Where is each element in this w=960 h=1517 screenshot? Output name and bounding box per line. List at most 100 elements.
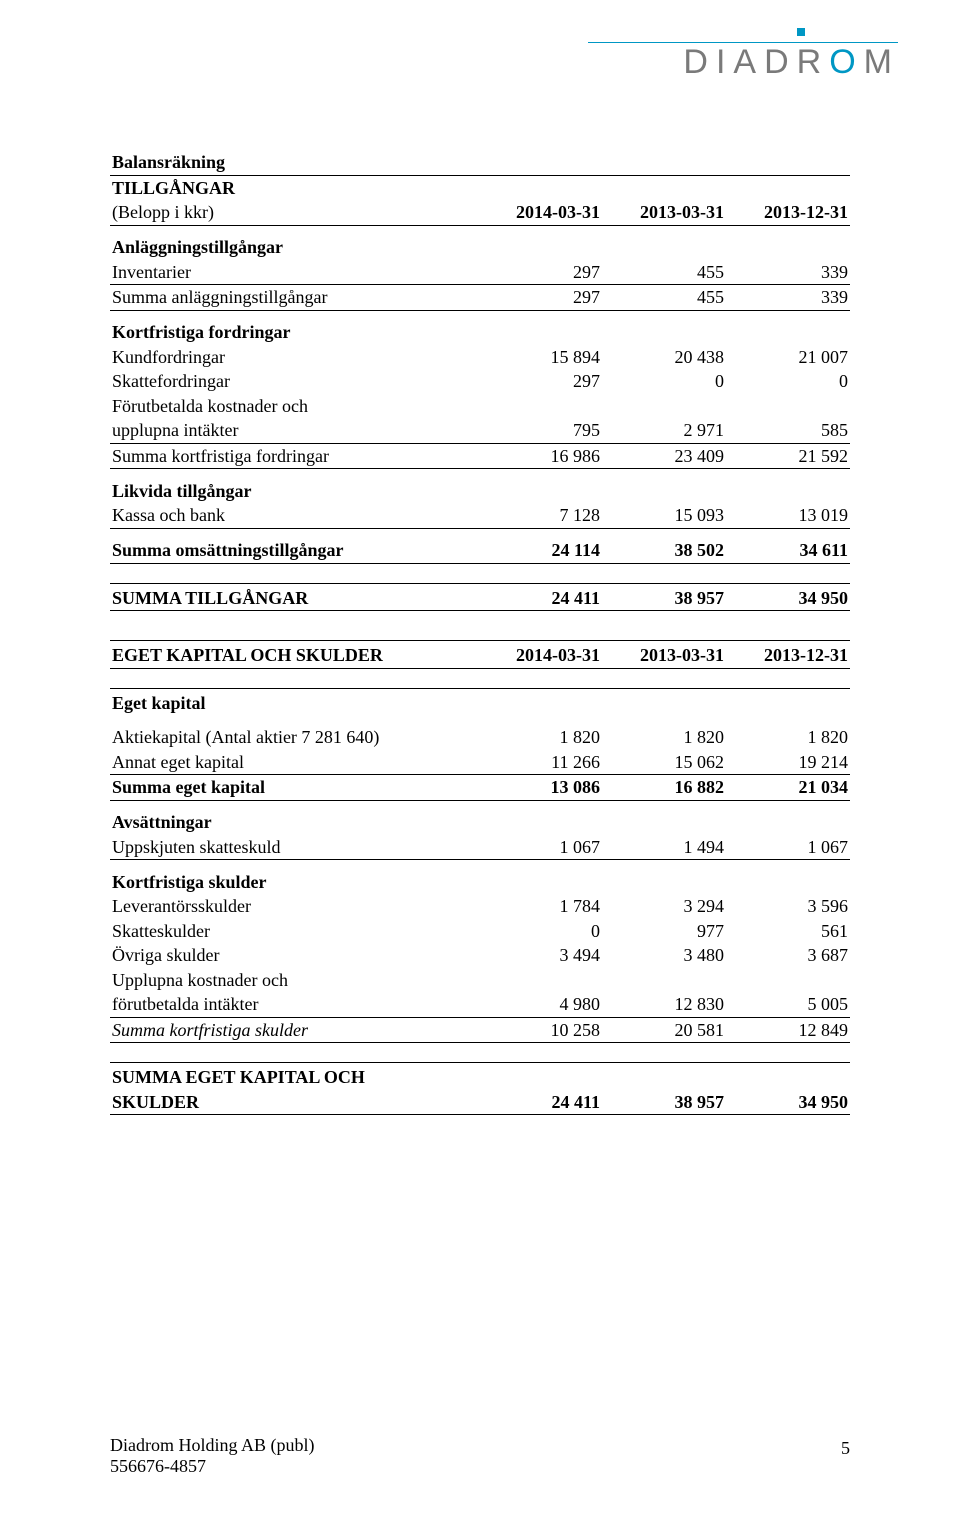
col-2: 2013-03-31 xyxy=(602,643,726,668)
unit-label: (Belopp i kkr) xyxy=(110,200,478,225)
cell: 34 611 xyxy=(726,538,850,563)
cell: 297 xyxy=(478,369,602,394)
cell: 20 438 xyxy=(602,345,726,370)
table-row: Kundfordringar 15 894 20 438 21 007 xyxy=(110,345,850,370)
cell: 23 409 xyxy=(602,443,726,469)
cell: 24 411 xyxy=(478,1090,602,1115)
cell: 34 950 xyxy=(726,1090,850,1115)
cell: 1 820 xyxy=(478,725,602,750)
cell: 5 005 xyxy=(726,992,850,1017)
cell: 0 xyxy=(478,919,602,944)
cell: 297 xyxy=(478,285,602,311)
cell: 12 830 xyxy=(602,992,726,1017)
equity-header: Eget kapital xyxy=(110,691,478,716)
sum-eq-liab-2: SKULDER xyxy=(110,1090,478,1115)
page: DIADROM Balansräkning TILLGÅNGAR (Belopp… xyxy=(0,0,960,1517)
cell: 585 xyxy=(726,418,850,443)
logo-wordmark: DIADROM xyxy=(590,43,900,82)
row-label: Skatteskulder xyxy=(110,919,478,944)
row-label: Summa kortfristiga skulder xyxy=(110,1017,478,1043)
row-label: Annat eget kapital xyxy=(110,750,478,775)
cell: 455 xyxy=(602,260,726,285)
table-row: Summa anläggningstillgångar 297 455 339 xyxy=(110,285,850,311)
row-label: upplupna intäkter xyxy=(110,418,478,443)
row-label: Kassa och bank xyxy=(110,503,478,528)
row-label: Förutbetalda kostnader och xyxy=(110,394,478,419)
cell: 34 950 xyxy=(726,586,850,611)
cell: 1 820 xyxy=(602,725,726,750)
cell: 15 093 xyxy=(602,503,726,528)
cell: 1 820 xyxy=(726,725,850,750)
table-row: SUMMA TILLGÅNGAR 24 411 38 957 34 950 xyxy=(110,586,850,611)
cell: 339 xyxy=(726,285,850,311)
table-row: Summa kortfristiga skulder 10 258 20 581… xyxy=(110,1017,850,1043)
company-logo: DIADROM xyxy=(590,28,900,82)
cell: 339 xyxy=(726,260,850,285)
row-label: Uppskjuten skatteskuld xyxy=(110,835,478,860)
cell: 1 067 xyxy=(478,835,602,860)
footer-company: Diadrom Holding AB (publ) xyxy=(110,1435,850,1456)
cell: 13 019 xyxy=(726,503,850,528)
cell: 0 xyxy=(602,369,726,394)
cell: 977 xyxy=(602,919,726,944)
table-row: Leverantörsskulder 1 784 3 294 3 596 xyxy=(110,894,850,919)
cell: 1 784 xyxy=(478,894,602,919)
cell: 21 592 xyxy=(726,443,850,469)
assets-header: TILLGÅNGAR xyxy=(110,175,478,200)
col-2: 2013-03-31 xyxy=(602,200,726,225)
cell: 297 xyxy=(478,260,602,285)
cell: 16 882 xyxy=(602,775,726,801)
table-row: Uppskjuten skatteskuld 1 067 1 494 1 067 xyxy=(110,835,850,860)
table-row: Skattefordringar 297 0 0 xyxy=(110,369,850,394)
table-row: Summa kortfristiga fordringar 16 986 23 … xyxy=(110,443,850,469)
table-row: Upplupna kostnader och xyxy=(110,968,850,993)
cell: 15 894 xyxy=(478,345,602,370)
col-3: 2013-12-31 xyxy=(726,200,850,225)
cell: 24 114 xyxy=(478,538,602,563)
row-label: Upplupna kostnader och xyxy=(110,968,478,993)
row-label: Summa anläggningstillgångar xyxy=(110,285,478,311)
logo-rule xyxy=(588,42,898,43)
row-label: Skattefordringar xyxy=(110,369,478,394)
page-number: 5 xyxy=(841,1438,850,1459)
provisions-header: Avsättningar xyxy=(110,810,478,835)
cell: 21 034 xyxy=(726,775,850,801)
cell: 16 986 xyxy=(478,443,602,469)
cell: 1 494 xyxy=(602,835,726,860)
row-label: Inventarier xyxy=(110,260,478,285)
cell: 455 xyxy=(602,285,726,311)
content: Balansräkning TILLGÅNGAR (Belopp i kkr) … xyxy=(110,150,850,1115)
table-row: Annat eget kapital 11 266 15 062 19 214 xyxy=(110,750,850,775)
cell: 15 062 xyxy=(602,750,726,775)
page-footer: Diadrom Holding AB (publ) 556676-4857 5 xyxy=(110,1435,850,1477)
st-recv-header: Kortfristiga fordringar xyxy=(110,320,478,345)
cell: 0 xyxy=(726,369,850,394)
cell: 38 502 xyxy=(602,538,726,563)
balance-title: Balansräkning xyxy=(110,150,478,175)
col-1: 2014-03-31 xyxy=(478,643,602,668)
col-1: 2014-03-31 xyxy=(478,200,602,225)
cell: 795 xyxy=(478,418,602,443)
cell: 4 980 xyxy=(478,992,602,1017)
table-row: Summa eget kapital 13 086 16 882 21 034 xyxy=(110,775,850,801)
table-row: Förutbetalda kostnader och xyxy=(110,394,850,419)
cell: 38 957 xyxy=(602,1090,726,1115)
logo-dot-icon xyxy=(797,28,805,36)
row-label: Summa omsättningstillgångar xyxy=(110,538,478,563)
cell: 12 849 xyxy=(726,1017,850,1043)
row-label: Kundfordringar xyxy=(110,345,478,370)
table-row: SKULDER 24 411 38 957 34 950 xyxy=(110,1090,850,1115)
table-row: Skatteskulder 0 977 561 xyxy=(110,919,850,944)
cell: 3 687 xyxy=(726,943,850,968)
row-label: Summa kortfristiga fordringar xyxy=(110,443,478,469)
row-label: Aktiekapital (Antal aktier 7 281 640) xyxy=(110,725,478,750)
fixed-assets-header: Anläggningstillgångar xyxy=(110,235,478,260)
table-row: Aktiekapital (Antal aktier 7 281 640) 1 … xyxy=(110,725,850,750)
cell: 11 266 xyxy=(478,750,602,775)
row-label: Övriga skulder xyxy=(110,943,478,968)
col-3: 2013-12-31 xyxy=(726,643,850,668)
cell: 20 581 xyxy=(602,1017,726,1043)
cell: 19 214 xyxy=(726,750,850,775)
table-row: Summa omsättningstillgångar 24 114 38 50… xyxy=(110,538,850,563)
st-liab-header: Kortfristiga skulder xyxy=(110,870,478,895)
